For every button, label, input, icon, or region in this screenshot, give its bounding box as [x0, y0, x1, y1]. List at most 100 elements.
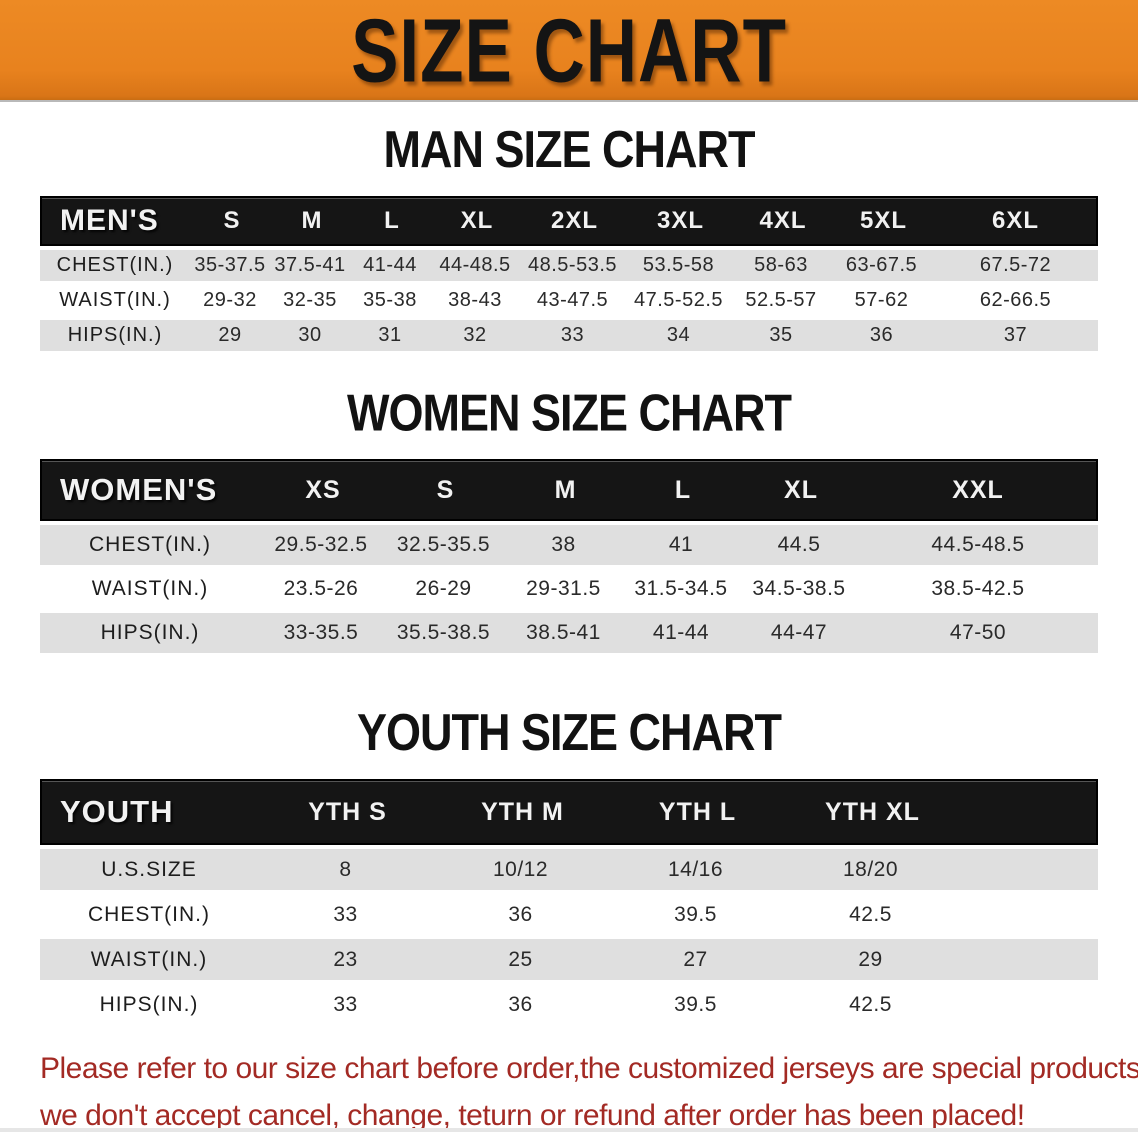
size-header-cell: M	[301, 207, 323, 234]
value-cell: 29	[218, 324, 242, 346]
value-cell: 35-37.5	[194, 254, 266, 276]
man-size-heading: MAN SIZE CHART	[383, 120, 756, 179]
value-cell: 27	[683, 947, 708, 971]
value-cell: 32	[463, 324, 487, 346]
table-title-cell: MEN'S	[60, 204, 159, 237]
value-cell: 44-47	[770, 621, 828, 644]
value-cell: 44-48.5	[439, 254, 511, 276]
value-cell: 29.5-32.5	[274, 533, 368, 556]
value-cell: 53.5-58	[642, 254, 715, 276]
value-cell: 23.5-26	[283, 577, 359, 600]
value-cell: 35.5-38.5	[396, 621, 491, 644]
row-label-cell: CHEST(IN.)	[88, 902, 210, 926]
banner-title: SIZE CHART	[351, 0, 787, 101]
value-cell: 39.5	[674, 992, 717, 1016]
value-cell: 33	[333, 902, 358, 926]
value-cell: 29	[858, 947, 883, 971]
table-row: WAIST(IN.) 29-32 32-35 35-38 38-43 43-47.5 47.…	[40, 285, 1098, 316]
table-row: WAIST(IN.) 23.5-26 26-29 29-31.5 31.5-34.5 34…	[40, 569, 1098, 609]
value-cell: 43-47.5	[536, 289, 609, 311]
value-cell: 42.5	[849, 902, 892, 926]
row-label-cell: HIPS(IN.)	[99, 992, 199, 1016]
value-cell: 35	[769, 324, 793, 346]
value-cell: 67.5-72	[979, 254, 1052, 276]
size-header-cell: YTH L	[658, 797, 737, 826]
size-header-cell: S	[223, 207, 241, 234]
size-header-cell: 6XL	[991, 207, 1039, 234]
value-cell: 35-38	[363, 289, 417, 311]
value-cell: 37.5-41	[274, 254, 346, 276]
size-header-cell: L	[384, 207, 400, 234]
size-header-cell: XXL	[952, 475, 1004, 504]
value-cell: 38	[551, 533, 576, 556]
size-header-cell: XL	[460, 207, 494, 234]
row-label-cell: CHEST(IN.)	[89, 533, 211, 556]
size-header-cell: M	[554, 475, 577, 504]
value-cell: 62-66.5	[979, 289, 1052, 311]
table-row: HIPS(IN.) 33 36 39.5 42.5	[40, 984, 1098, 1025]
disclaimer-line-1: Please refer to our size chart before or…	[40, 1052, 1138, 1085]
value-cell: 52.5-57	[745, 289, 817, 311]
row-label-cell: WAIST(IN.)	[90, 947, 208, 971]
row-label-cell: U.S.SIZE	[101, 857, 197, 881]
value-cell: 32.5-35.5	[396, 533, 491, 556]
table-header-row: MEN'S S M L XL 2XL 3XL 4XL 5XL 6XL	[40, 196, 1098, 246]
disclaimer-line-2: we don't accept cancel, change, teturn o…	[40, 1099, 1025, 1132]
women-size-table: WOMEN'S XS S M L XL XXL CHEST(IN.) 29.5-32.5 32.5…	[40, 459, 1098, 653]
table-row: CHEST(IN.) 29.5-32.5 32.5-35.5 38 41 44.5 44.5…	[40, 525, 1098, 565]
table-title-cell: WOMEN'S	[60, 472, 218, 507]
image-bottom-edge	[0, 1128, 1138, 1132]
value-cell: 58-63	[754, 254, 808, 276]
value-cell: 37	[1003, 324, 1028, 346]
value-cell: 29-32	[203, 289, 257, 311]
size-chart-banner: SIZE CHART	[0, 0, 1138, 102]
youth-size-heading: YOUTH SIZE CHART	[356, 703, 782, 762]
size-header-cell: 5XL	[859, 207, 907, 234]
value-cell: 23	[333, 947, 358, 971]
value-cell: 38-43	[448, 289, 502, 311]
table-header-row: YOUTH YTH S YTH M YTH L YTH XL	[40, 779, 1098, 845]
value-cell: 32-35	[283, 289, 337, 311]
size-header-cell: 3XL	[656, 207, 704, 234]
size-header-cell: XS	[305, 475, 341, 504]
size-header-cell: YTH XL	[825, 797, 920, 826]
value-cell: 33	[333, 992, 358, 1016]
row-label-cell: HIPS(IN.)	[100, 621, 200, 644]
value-cell: 44.5-48.5	[931, 533, 1025, 556]
size-header-cell: L	[674, 475, 692, 504]
table-row: U.S.SIZE 8 10/12 14/16 18/20	[40, 849, 1098, 890]
value-cell: 47-50	[949, 621, 1007, 644]
value-cell: 41-44	[363, 254, 417, 276]
value-cell: 48.5-53.5	[527, 254, 617, 276]
value-cell: 42.5	[849, 992, 892, 1016]
value-cell: 29-31.5	[526, 577, 601, 600]
table-row: HIPS(IN.) 33-35.5 35.5-38.5 38.5-41 41-44 44-…	[40, 613, 1098, 653]
value-cell: 33-35.5	[283, 621, 359, 644]
value-cell: 25	[508, 947, 533, 971]
value-cell: 34.5-38.5	[752, 577, 846, 600]
row-label-cell: CHEST(IN.)	[56, 254, 174, 276]
value-cell: 44.5	[777, 533, 821, 556]
disclaimer-note: Please refer to our size chart before or…	[40, 1045, 1138, 1132]
youth-size-table: YOUTH YTH S YTH M YTH L YTH XL U.S.SIZE 8 10/12…	[40, 779, 1098, 1025]
value-cell: 41-44	[652, 621, 710, 644]
table-row: HIPS(IN.) 29 30 31 32 33 34 35 36 37	[40, 320, 1098, 351]
size-header-cell: S	[436, 475, 455, 504]
value-cell: 31	[378, 324, 402, 346]
value-cell: 36	[869, 324, 894, 346]
men-size-table: MEN'S S M L XL 2XL 3XL 4XL 5XL 6XL CHEST(IN.) 35-37…	[40, 196, 1098, 351]
row-label-cell: WAIST(IN.)	[91, 577, 209, 600]
size-header-cell: YTH M	[481, 797, 564, 826]
value-cell: 39.5	[674, 902, 717, 926]
value-cell: 8	[339, 857, 352, 881]
value-cell: 38.5-42.5	[931, 577, 1025, 600]
value-cell: 36	[508, 902, 533, 926]
value-cell: 47.5-52.5	[633, 289, 723, 311]
size-header-cell: 4XL	[759, 207, 807, 234]
value-cell: 38.5-41	[526, 621, 601, 644]
value-cell: 33	[560, 324, 585, 346]
women-size-heading: WOMEN SIZE CHART	[347, 383, 792, 442]
table-row: WAIST(IN.) 23 25 27 29	[40, 939, 1098, 980]
value-cell: 18/20	[842, 857, 899, 881]
size-header-cell: 2XL	[550, 207, 598, 234]
